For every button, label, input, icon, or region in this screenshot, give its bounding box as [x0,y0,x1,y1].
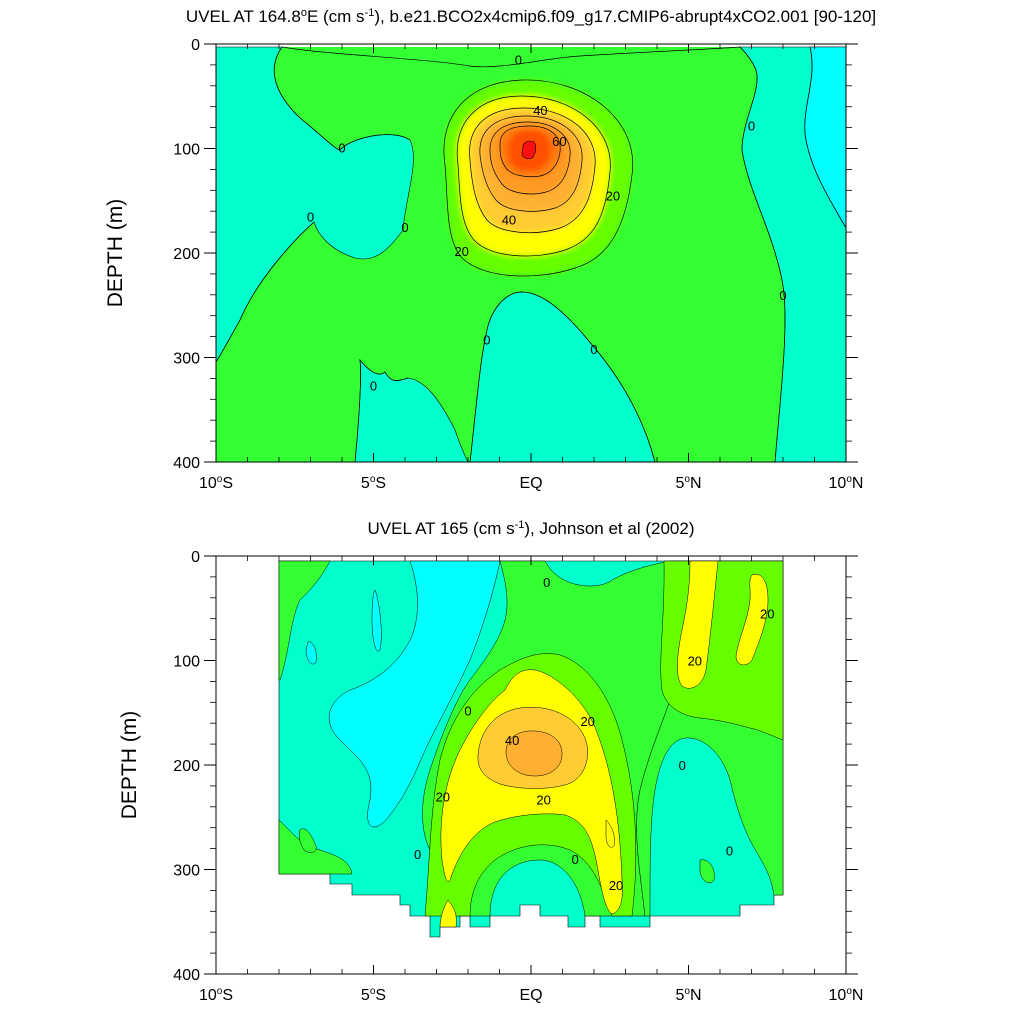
top-y-tick-label: 100 [173,142,200,159]
top-x-tick-label: 5oS [361,474,386,492]
top-contour-label: 0 [748,119,755,134]
top-contour-label: 0 [401,220,408,235]
bottom-y-tick-label: 200 [173,758,200,775]
top-contour-lines [216,46,846,462]
bottom-contour-label: 20 [760,606,774,621]
bottom-contour-label: 20 [580,714,594,729]
top-x-tick-label: 5oN [675,474,701,492]
bottom-contour-label: 20 [609,878,623,893]
top-y-tick-label: 300 [173,351,200,368]
top-contour-label: 0 [307,209,314,224]
top-contour-label: 0 [779,288,786,303]
bottom-x-tick-label: 10oN [829,986,864,1004]
bottom-y-tick-label: 400 [173,967,200,984]
bottom-contour-label: 0 [571,852,578,867]
top-contour-label: 60 [552,134,566,149]
bottom-contour-label: 0 [679,758,686,773]
top-contour-label: 40 [533,103,547,118]
top-contour-label: 20 [606,189,620,204]
bottom-contour-labels: 0 20 20 0 20 40 0 20 20 0 0 0 20 [414,575,775,893]
bottom-contour-field: 0 20 20 0 20 40 0 20 20 0 0 0 20 [216,556,846,974]
bottom-region-negative-mid-small [305,589,382,665]
top-x-tick-label: EQ [519,475,542,492]
bottom-band-20-30-deep [439,819,615,928]
top-contour-line [804,46,846,229]
top-contour-line [739,46,786,462]
top-y-tick-label: 400 [173,455,200,472]
top-y-tick-label: 0 [191,37,200,54]
top-contour-label: 20 [454,244,468,259]
bottom-x-tick-label: EQ [519,987,542,1004]
top-contour-label: 0 [590,342,597,357]
top-x-tick-label: 10oN [829,474,864,492]
bottom-x-tick-label: 10oS [199,986,233,1004]
top-jet-core-max [521,140,537,160]
top-contour-label: 0 [338,140,345,155]
top-contour-line [216,221,315,363]
top-x-tick-label: 10oS [199,474,233,492]
top-contour-line [354,358,409,462]
bottom-band-40-50-core [505,730,563,777]
top-contour-line [469,291,656,462]
bottom-band-20-30-east [677,560,769,689]
top-y-tick-label: 200 [173,246,200,263]
bottom-contour-label: 20 [436,789,450,804]
top-y-axis-label: DEPTH (m) [104,199,127,308]
top-contour-line [456,95,611,257]
top-contour-line [499,125,561,178]
bottom-y-tick-label: 100 [173,654,200,671]
top-contour-label: 0 [370,379,377,394]
model-section-plot: UVEL AT 164.8oE (cm s-1), b.e21.BCO2x4cm… [104,7,876,492]
bottom-y-tick-label: 300 [173,863,200,880]
bottom-x-tick-label: 5oS [361,986,386,1004]
top-contour-line [443,79,634,277]
top-contour-line [281,46,741,68]
bottom-contour-label: 40 [505,733,519,748]
top-contour-field: 0 40 60 20 40 20 0 0 0 0 0 0 0 0 [216,44,846,462]
bottom-region-band-west-surface [278,560,353,875]
top-contour-line [479,115,583,212]
top-contour-labels: 0 40 60 20 40 20 0 0 0 0 0 0 0 0 [307,53,787,394]
bottom-y-tick-label: 0 [191,549,200,566]
bottom-contour-label: 0 [543,575,550,590]
top-contour-line [469,107,596,233]
top-contour-label: 0 [515,53,522,68]
bottom-contour-label: 20 [536,792,550,807]
observed-section-plot: UVEL AT 165 (cm s-1), Johnson et al (200… [118,519,863,1004]
bottom-contour-label: 0 [464,704,471,719]
top-contour-label: 0 [483,333,490,348]
bottom-contour-label: 0 [414,847,421,862]
top-contour-label: 40 [502,213,516,228]
bottom-x-tick-label: 5oN [675,986,701,1004]
bottom-band-0-10-deep [298,828,715,883]
top-plot-title: UVEL AT 164.8oE (cm s-1), b.e21.BCO2x4cm… [186,7,876,26]
bottom-region-strong-negative-west [329,560,501,828]
bottom-contour-label: 0 [726,844,733,859]
bottom-plot-title: UVEL AT 165 (cm s-1), Johnson et al (200… [368,519,695,538]
top-contour-line [273,46,411,151]
top-contour-line [489,121,571,195]
bottom-y-axis-label: DEPTH (m) [118,711,141,820]
bottom-contour-label: 20 [688,654,702,669]
